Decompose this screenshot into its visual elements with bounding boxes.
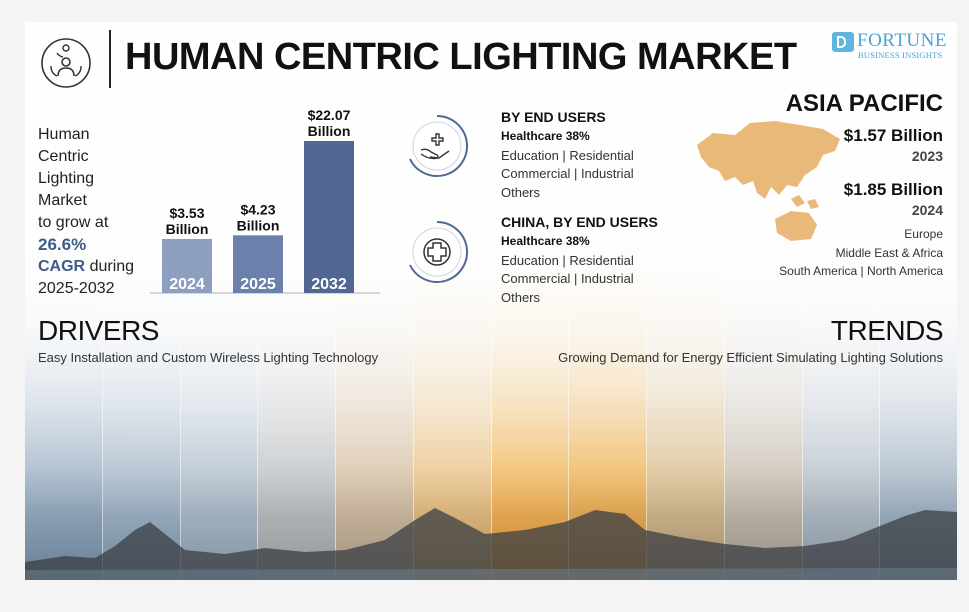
- growth-line: Market: [38, 192, 87, 209]
- region-year-2023: 2023: [911, 148, 943, 164]
- cagr-period: 2025-2032: [38, 280, 115, 297]
- china-top-segment: Healthcare 38%: [501, 234, 590, 248]
- drivers-text: Easy Installation and Custom Wireless Li…: [38, 350, 379, 365]
- brand-tagline: BUSINESS INSIGHTS: [858, 50, 943, 60]
- region-value-2023: $1.57 Billion: [843, 126, 943, 145]
- data-label-unit-2032: Billion: [308, 123, 351, 139]
- end-users-top-segment: Healthcare 38%: [501, 129, 590, 143]
- bar-2025: [233, 235, 283, 293]
- china-segments-3: Others: [501, 290, 541, 305]
- day-night-person-icon: [41, 38, 91, 88]
- medical-cross-icon: [409, 221, 469, 283]
- bar-2024: [162, 239, 212, 293]
- cagr-label: CAGR: [38, 258, 86, 275]
- bar-2032: [304, 141, 354, 293]
- end-users-segments-1: Education | Residential: [501, 148, 634, 163]
- mountain-landscape: [25, 508, 957, 580]
- growth-line: to grow at: [38, 214, 109, 231]
- region-title: ASIA PACIFIC: [785, 90, 943, 117]
- background-fade: [25, 22, 957, 580]
- tick-label-2032: 2032: [311, 276, 347, 293]
- region-year-2024: 2024: [911, 202, 943, 218]
- hands-health-cross-icon: [409, 115, 469, 177]
- cagr-during: during: [89, 258, 135, 275]
- region-value-2024: $1.85 Billion: [843, 180, 943, 199]
- cagr-line: CAGR during: [38, 256, 158, 278]
- brand-mark-icon: [832, 32, 854, 52]
- data-label-value-2025: $4.23: [240, 201, 275, 217]
- asia-pacific-map-icon: [697, 121, 840, 241]
- end-users-segments-2: Commercial | Industrial: [501, 166, 634, 181]
- end-users-title: BY END USERS: [501, 109, 606, 125]
- data-label-value-2032: $22.07: [308, 107, 351, 123]
- trends-title: TRENDS: [830, 315, 944, 346]
- market-size-bar-chart: 2024$3.53Billion2025$4.23Billion2032$22.…: [150, 107, 380, 294]
- title-divider: [109, 30, 111, 88]
- other-region-3: South America | North America: [779, 264, 943, 278]
- page-title: HUMAN CENTRIC LIGHTING MARKET: [125, 36, 797, 78]
- growth-line: Human: [38, 126, 90, 143]
- china-segments-1: Education | Residential: [501, 253, 634, 268]
- data-label-unit-2025: Billion: [237, 217, 280, 233]
- china-segments-2: Commercial | Industrial: [501, 271, 634, 286]
- other-region-1: Europe: [904, 227, 943, 241]
- cagr-value: 26.6%: [38, 235, 87, 254]
- drivers-title: DRIVERS: [38, 315, 159, 346]
- end-users-segments-3: Others: [501, 185, 541, 200]
- growth-line: Centric: [38, 148, 89, 165]
- tick-label-2024: 2024: [169, 276, 205, 293]
- data-label-unit-2024: Billion: [166, 221, 209, 237]
- growth-line: Lighting: [38, 170, 95, 187]
- tick-label-2025: 2025: [240, 276, 276, 293]
- trends-text: Growing Demand for Energy Efficient Simu…: [558, 350, 943, 365]
- china-end-users-title: CHINA, BY END USERS: [501, 214, 658, 230]
- growth-statement: Human Centric Lighting Market to grow at…: [38, 124, 158, 300]
- other-region-2: Middle East & Africa: [835, 246, 943, 260]
- infographic-card: HUMAN CENTRIC LIGHTING MARKET FORTUNE BU…: [25, 22, 957, 580]
- data-label-value-2024: $3.53: [169, 205, 204, 221]
- brand-name: FORTUNE: [857, 30, 947, 51]
